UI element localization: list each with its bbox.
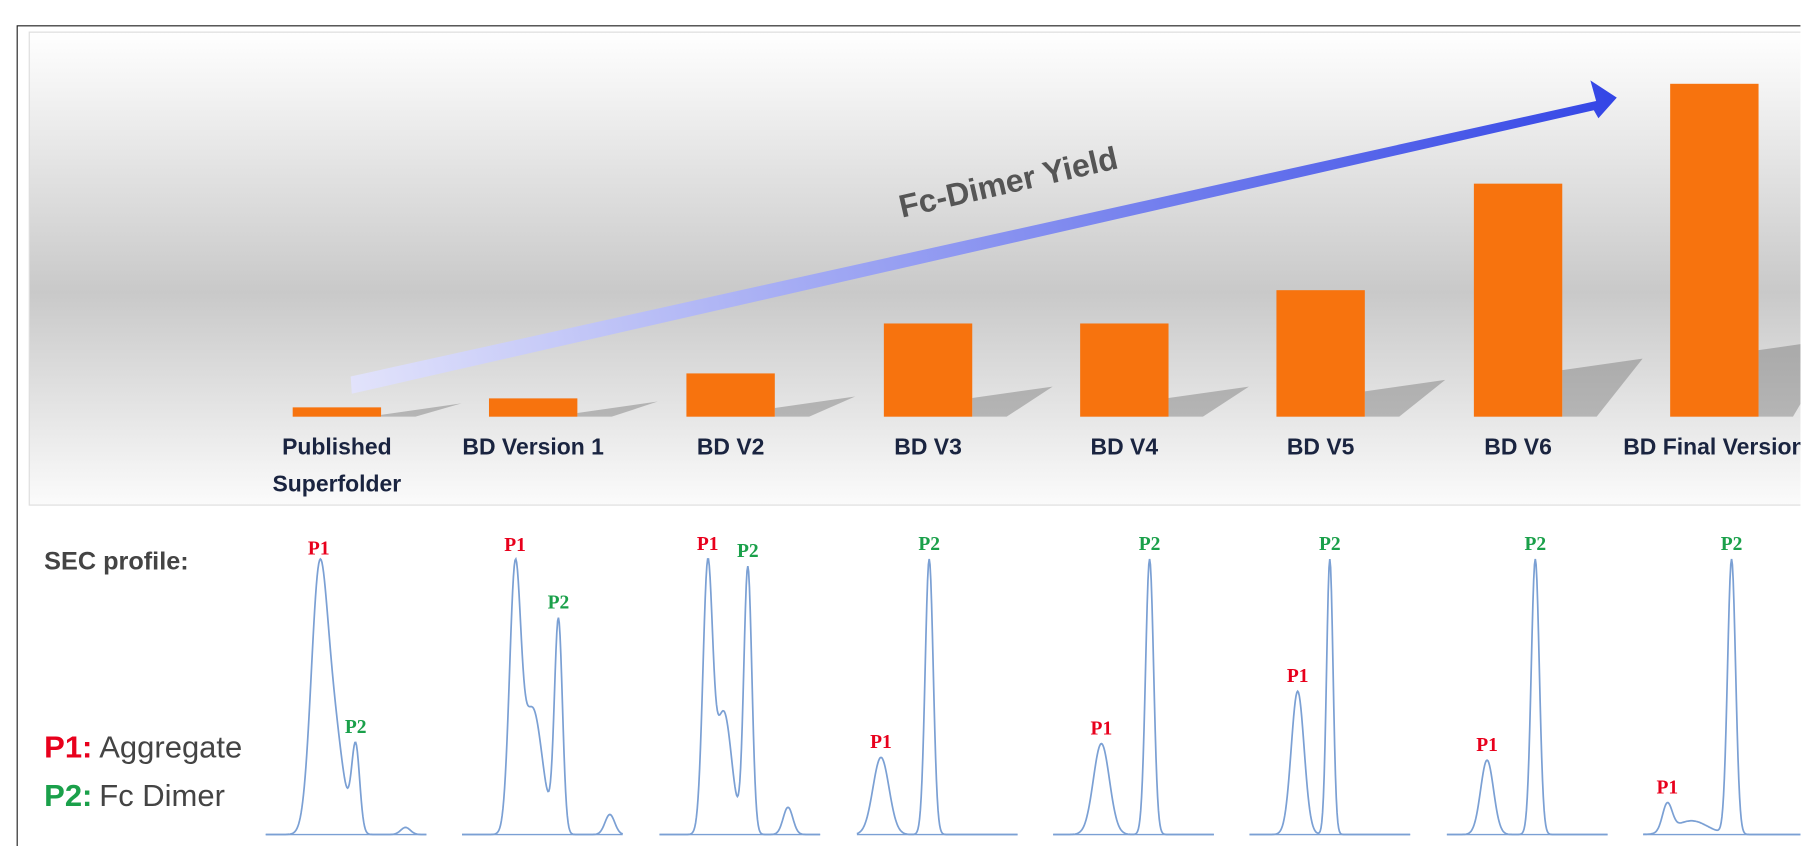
x-tick-label: BD V6 <box>1484 434 1552 460</box>
bar-shadow <box>1168 386 1249 417</box>
bar <box>488 398 578 417</box>
legend-entry: P2: Fc Dimer <box>44 778 225 813</box>
bar <box>1670 83 1759 417</box>
peak-label: P1 <box>308 538 330 559</box>
sec-curve <box>265 557 427 836</box>
bar-shadow <box>774 396 856 417</box>
peak-label: P1 <box>1091 718 1113 739</box>
legend-text: Aggregate <box>99 730 242 765</box>
x-tick-label: BD V2 <box>697 434 765 460</box>
x-tick-label: BD V5 <box>1287 434 1355 460</box>
trend-arrow <box>350 80 1617 394</box>
x-tick-label: BD V3 <box>894 434 962 460</box>
bar-shadow <box>972 386 1053 417</box>
bar-shadow <box>1758 344 1801 417</box>
bar-shadow <box>577 401 658 417</box>
peak-label: P2 <box>345 717 367 738</box>
sec-label: SEC profile: <box>44 547 189 575</box>
peak-label: P2 <box>1139 534 1161 555</box>
bar <box>292 407 382 417</box>
peak-label: P2 <box>737 541 759 562</box>
x-tick-label: BD Version 1 <box>462 434 604 460</box>
bar <box>883 323 973 417</box>
peak-label: P2 <box>918 534 940 555</box>
legend-key: P1: <box>44 730 92 765</box>
bar <box>686 373 775 417</box>
bar-shadow <box>381 403 462 417</box>
x-tick-label: Published Superfolder <box>273 434 402 497</box>
legend-text: Fc Dimer <box>99 778 225 813</box>
bar <box>1080 323 1169 417</box>
legend-entry: P1: Aggregate <box>44 730 242 765</box>
legend-key: P2: <box>44 778 92 813</box>
x-tick-label: BD Final Version <box>1623 434 1801 460</box>
bar-shadow <box>1562 358 1643 417</box>
peak-label: P2 <box>548 592 570 613</box>
peak-label: P1 <box>504 535 526 556</box>
peak-label: P1 <box>1476 735 1498 756</box>
frame: Fc-Dimer Yield SEC profile: Published Sup… <box>16 25 1801 846</box>
x-tick-label: BD V4 <box>1091 434 1159 460</box>
peak-label: P2 <box>1524 534 1546 555</box>
bar-shadow <box>1364 379 1446 417</box>
bar <box>1276 290 1365 417</box>
peak-label: P2 <box>1319 534 1341 555</box>
peak-label: P2 <box>1721 534 1743 555</box>
bar <box>1473 183 1563 417</box>
peak-label: P1 <box>697 534 719 555</box>
peak-label: P1 <box>870 732 892 753</box>
peak-label: P1 <box>1287 666 1309 687</box>
peak-label: P1 <box>1656 777 1678 798</box>
